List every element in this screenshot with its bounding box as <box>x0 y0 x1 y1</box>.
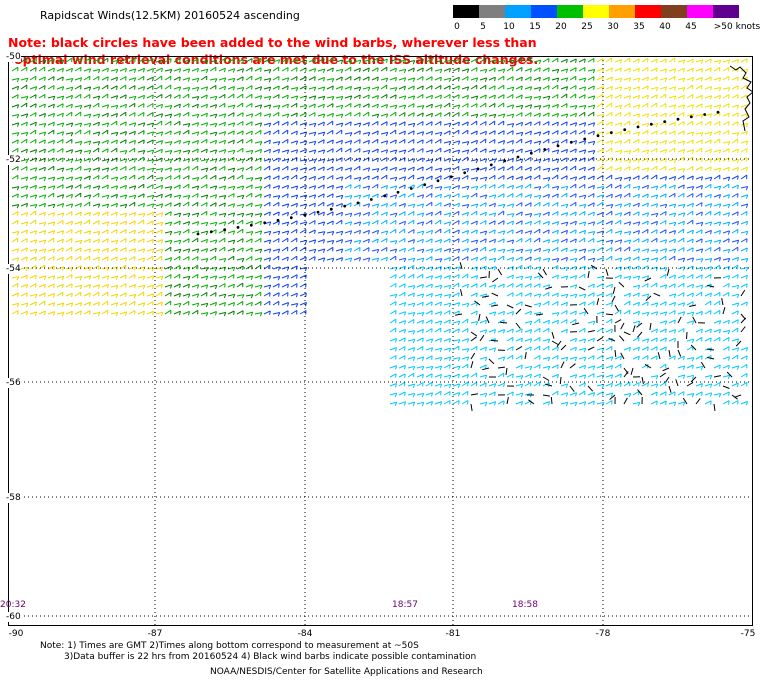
wind-barb-map <box>8 56 753 626</box>
scale-label: 15 <box>529 22 541 32</box>
scale-label: 10 <box>503 22 515 32</box>
scale-swatch <box>531 5 557 18</box>
lon-label: -90 <box>8 629 24 639</box>
lon-label: -78 <box>595 629 611 639</box>
footer-credit: NOAA/NESDIS/Center for Satellite Applica… <box>210 667 483 677</box>
lat-label: -50 <box>6 52 21 62</box>
scale-swatch <box>557 5 583 18</box>
scale-swatch <box>505 5 531 18</box>
map-frame <box>8 56 753 626</box>
footer-note-1: Note: 1) Times are GMT 2)Times along bot… <box>40 641 419 651</box>
lat-label: -60 <box>6 612 21 622</box>
scale-swatch <box>635 5 661 18</box>
lon-label: -75 <box>740 629 756 639</box>
time-label: 18:57 <box>392 600 418 610</box>
scale-swatch <box>687 5 713 18</box>
scale-swatch <box>453 5 479 18</box>
lat-label: -56 <box>6 378 21 388</box>
lat-label: -52 <box>6 155 21 165</box>
lon-label: -81 <box>445 629 461 639</box>
lat-lon-grid <box>8 56 753 626</box>
time-label: 18:58 <box>512 600 538 610</box>
scale-label: 40 <box>659 22 671 32</box>
lon-label: -84 <box>297 629 313 639</box>
note-line-2: optimal wind retrieval conditions are me… <box>14 52 539 67</box>
lon-label: -87 <box>147 629 163 639</box>
scale-swatch <box>583 5 609 18</box>
note-line-1: Note: black circles have been added to t… <box>8 35 537 50</box>
contamination-note: Note: black circles have been added to t… <box>8 34 608 68</box>
scale-swatch <box>609 5 635 18</box>
scale-label: 30 <box>607 22 619 32</box>
scale-label: 25 <box>581 22 593 32</box>
scale-swatch <box>479 5 505 18</box>
image-title: Rapidscat Winds(12.5KM) 20160524 ascendi… <box>40 9 300 22</box>
scale-label: 0 <box>454 22 460 32</box>
scale-label: >50 knots <box>713 22 760 32</box>
time-label: 20:32 <box>0 600 26 610</box>
wind-barbs <box>11 57 749 411</box>
footer-note-2: 3)Data buffer is 22 hrs from 20160524 4)… <box>64 652 477 662</box>
lat-label: -54 <box>6 264 21 274</box>
scale-label: 45 <box>685 22 697 32</box>
scale-swatch <box>661 5 687 18</box>
lat-label: -58 <box>6 493 21 503</box>
scale-swatch <box>713 5 739 18</box>
coastline <box>729 65 753 132</box>
scale-label: 35 <box>633 22 645 32</box>
scale-label: 5 <box>480 22 486 32</box>
scale-label: 20 <box>555 22 567 32</box>
contamination-circles <box>196 110 720 236</box>
